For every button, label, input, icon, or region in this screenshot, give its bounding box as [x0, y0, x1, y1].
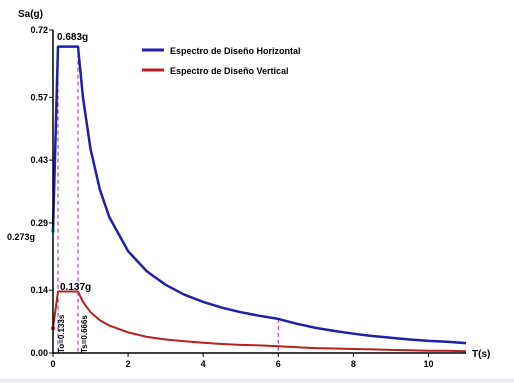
y-axis-title: Sa(g)	[18, 9, 43, 20]
legend-label-vertical: Espectro de Diseño Vertical	[170, 66, 289, 76]
x-axis-title: T(s)	[472, 349, 490, 360]
y-tick-label: 0.00	[30, 348, 48, 358]
reference-lines	[57, 46, 279, 353]
y-tick-label: 0.14	[30, 285, 48, 295]
x-tick-label: 10	[423, 359, 433, 369]
y-tick-label: 0.29	[30, 218, 48, 228]
x-tick-label: 6	[276, 359, 281, 369]
y-tick-label: 0.72	[30, 25, 48, 35]
y-tick-label: 0.57	[30, 92, 48, 102]
annotation-peak-vertical: 0.137g	[60, 282, 91, 293]
annotation-ts-period: Ts=0.666s	[80, 315, 89, 353]
bottom-strip	[0, 379, 514, 383]
axis-ticks: 0 2 4 6 8 10 0.00 0.14 0.29 0.43 0.57 0.72	[30, 25, 433, 369]
annotation-peak-horizontal: 0.683g	[57, 32, 88, 43]
series-line-horizontal	[51, 45, 467, 345]
annotation-start-horizontal: 0.273g	[7, 232, 35, 242]
x-tick-label: 8	[351, 359, 356, 369]
x-tick-label: 2	[126, 359, 131, 369]
x-tick-label: 4	[201, 359, 206, 369]
legend-label-horizontal: Espectro de Diseño Horizontal	[170, 46, 301, 56]
x-tick-label: 0	[50, 359, 55, 369]
legend: Espectro de Diseño Horizontal Espectro d…	[142, 46, 301, 76]
series-layer	[50, 45, 467, 353]
y-tick-label: 0.43	[30, 155, 48, 165]
series-line-vertical	[52, 290, 467, 353]
annotation-to-period: To=0.133s	[57, 314, 66, 353]
